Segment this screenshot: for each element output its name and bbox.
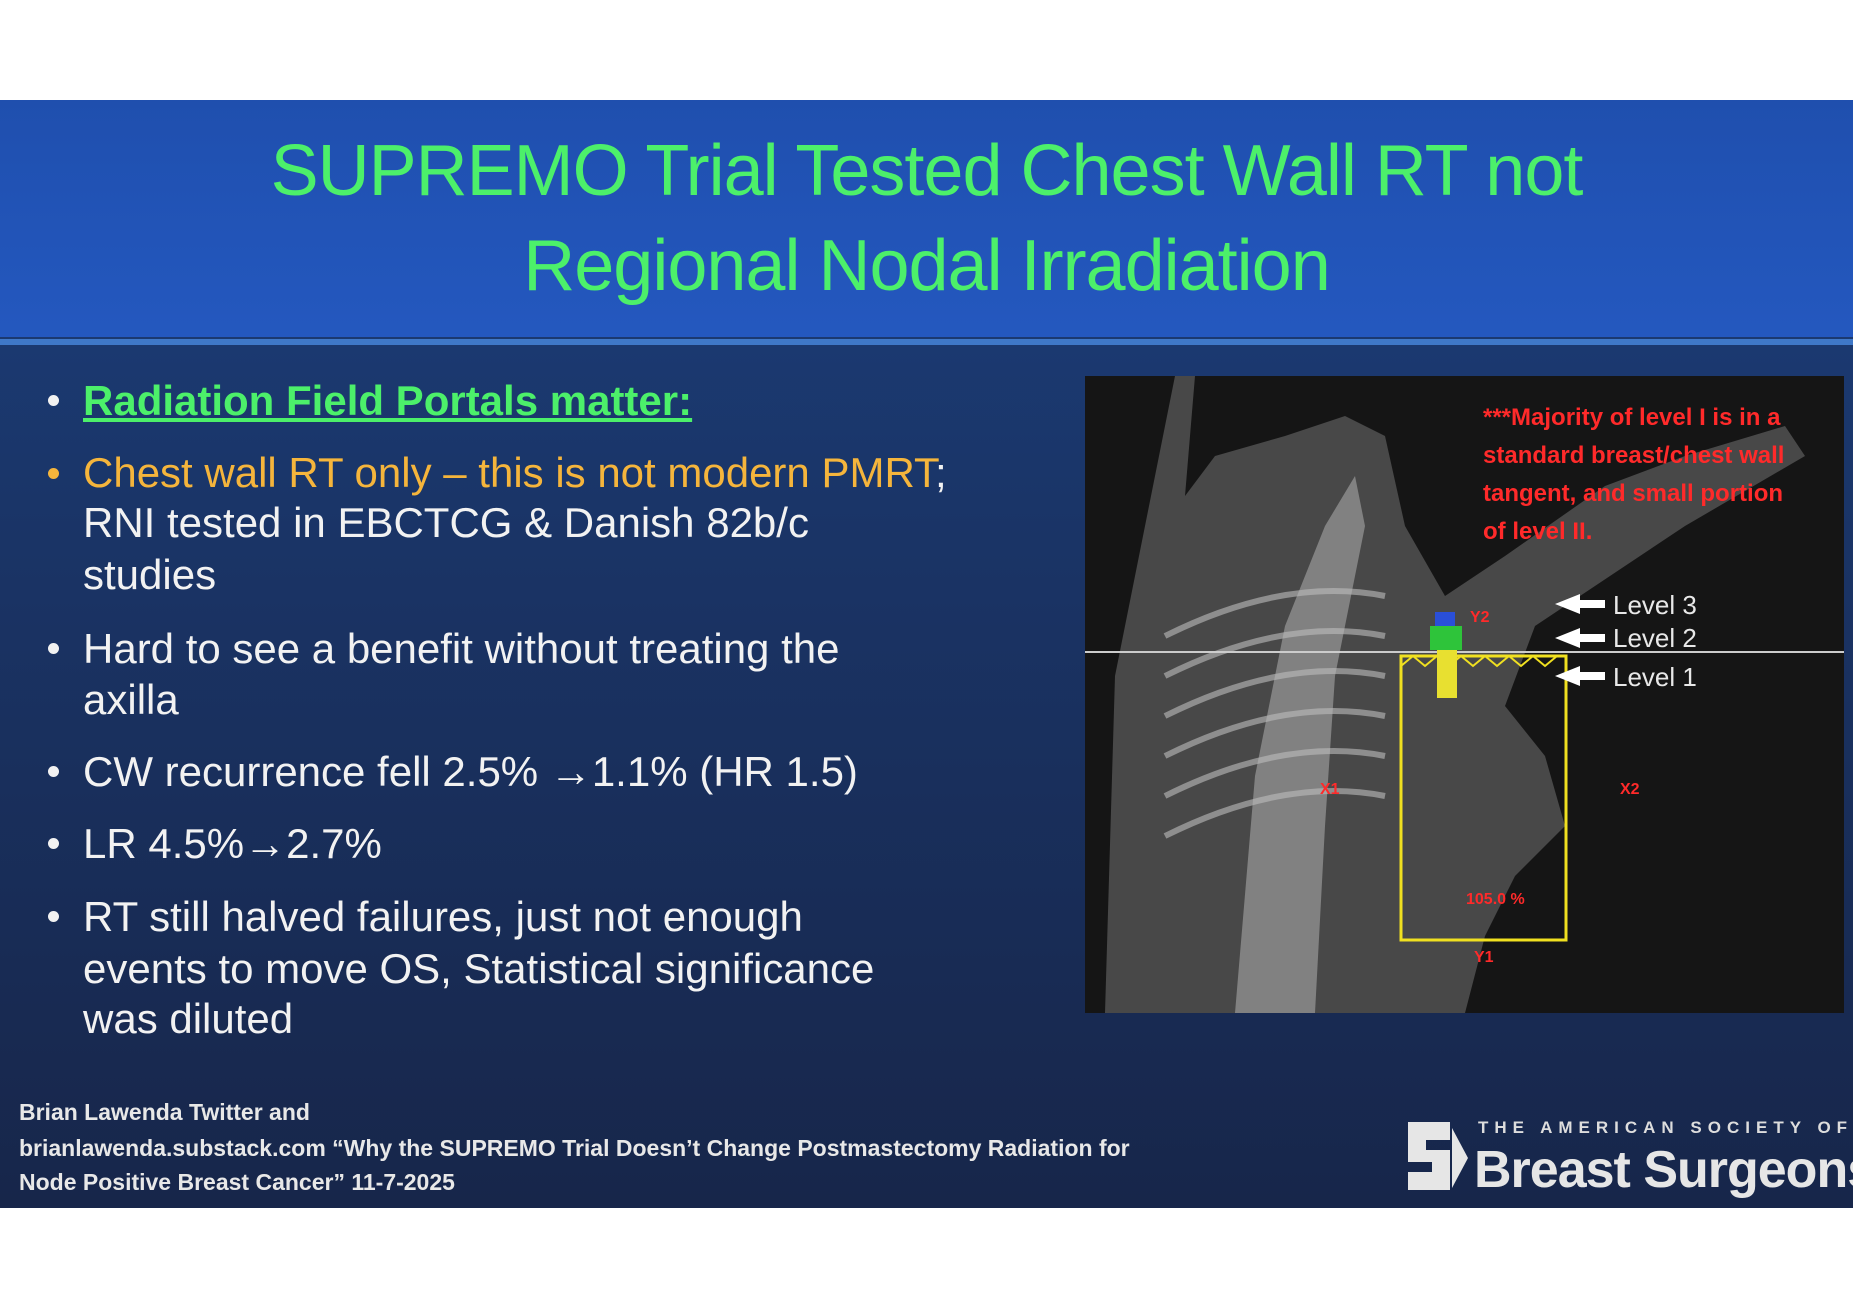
title-line: Regional Nodal Irradiation [523, 226, 1331, 306]
bullet-line: Hard to see a benefit without treating t… [83, 625, 840, 672]
citation: Node Positive Breast Cancer” 11-7-2025 [19, 1169, 455, 1195]
bullet-heading: Radiation Field Portals matter: [83, 377, 693, 424]
annotation: tangent, and small portion [1483, 480, 1784, 507]
text: ; [935, 449, 947, 496]
bullet-dot [48, 911, 59, 922]
highlight: Chest wall RT only – this is not modern … [83, 449, 936, 496]
logo-mark [1408, 1122, 1468, 1190]
field-label: Y1 [1474, 949, 1494, 966]
annotation: ***Majority of level I is in a [1483, 404, 1781, 431]
logo-text: THE AMERICAN SOCIETY OF [1478, 1118, 1853, 1137]
bullet-line: RT still halved failures, just not enoug… [83, 893, 803, 940]
level-label: Level 3 [1613, 590, 1697, 620]
bullet-line: Chest wall RT only – this is not modern … [83, 452, 947, 494]
xray-image [1085, 376, 1844, 1013]
bullet-line: RNI tested in EBCTCG & Danish 82b/c [83, 499, 809, 546]
bullet-dot [48, 468, 59, 479]
field-label: X2 [1620, 781, 1640, 798]
bullet-line: LR 4.5%→2.7% [83, 820, 382, 867]
bullet-line: CW recurrence fell 2.5% →1.1% (HR 1.5) [83, 748, 858, 795]
title-line: SUPREMO Trial Tested Chest Wall RT not [270, 131, 1584, 211]
level-label: Level 1 [1613, 662, 1697, 692]
bullet-line: was diluted [83, 995, 294, 1042]
field-label: 105.0 % [1466, 891, 1525, 908]
level-label: Level 2 [1613, 623, 1697, 653]
logo-text: Breast Surgeons [1474, 1141, 1853, 1199]
bullet-dot [48, 838, 59, 849]
annotation: standard breast/chest wall [1483, 442, 1785, 469]
title-bar [0, 100, 1853, 337]
bullet-line: studies [83, 551, 217, 598]
field-label: Y2 [1470, 609, 1490, 626]
field-label: X1 [1320, 781, 1340, 798]
bullet-dot [48, 766, 59, 777]
separator [0, 339, 1853, 345]
bullet-line: events to move OS, Statistical significa… [83, 945, 875, 992]
citation: brianlawenda.substack.com “Why the SUPRE… [19, 1135, 1130, 1161]
bullet-dot [48, 643, 59, 654]
annotation: of level II. [1483, 518, 1593, 545]
bullet-line: axilla [83, 676, 179, 723]
bullet-dot [48, 395, 59, 406]
citation: Brian Lawenda Twitter and [19, 1099, 310, 1125]
